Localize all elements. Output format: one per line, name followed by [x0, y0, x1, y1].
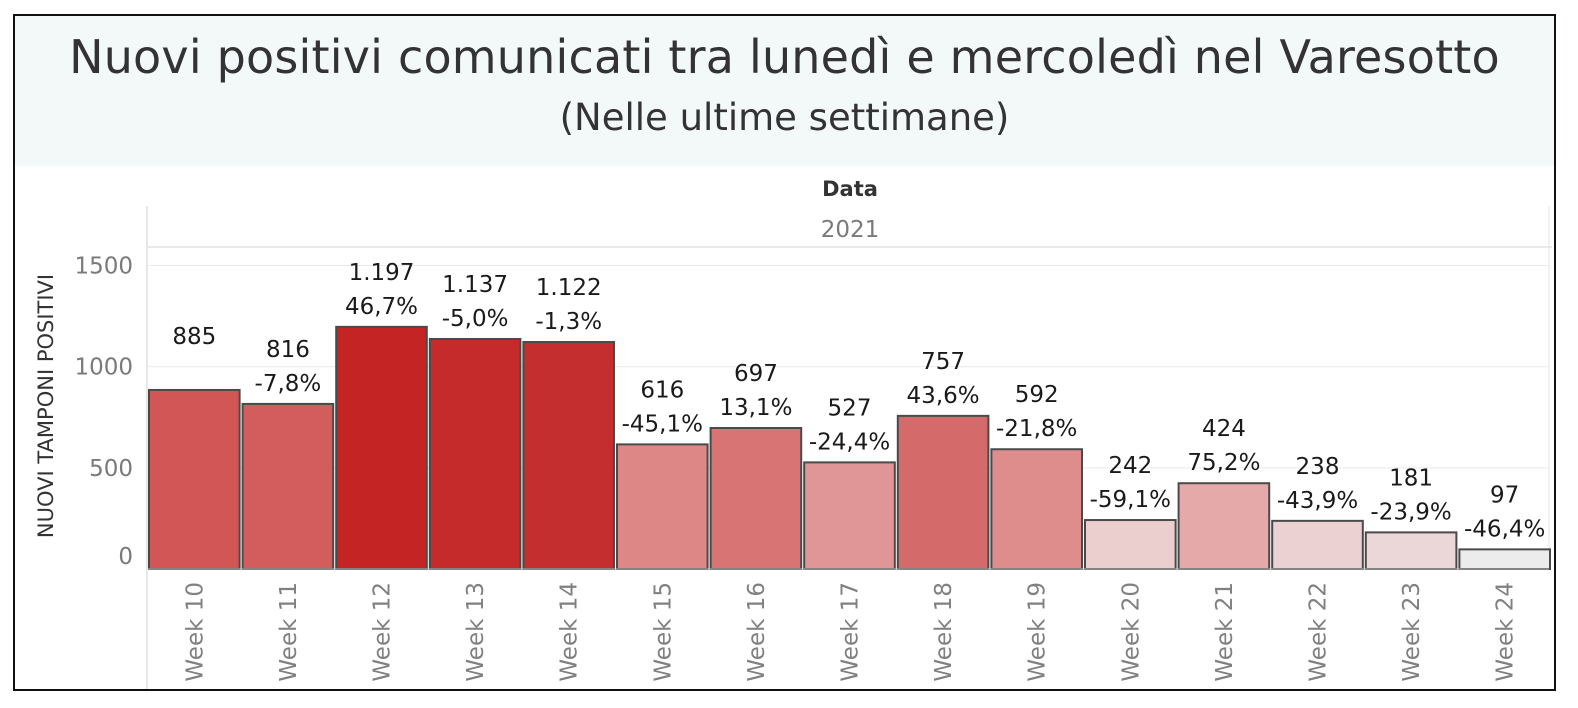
change-label: -46,4%	[1464, 516, 1545, 542]
chart-title: Nuovi positivi comunicati tra lunedì e m…	[69, 30, 1500, 84]
x-tick-label: Week 14	[557, 582, 583, 682]
x-tick-label: Week 20	[1118, 582, 1144, 682]
change-label: -45,1%	[622, 411, 703, 437]
bar	[803, 461, 896, 571]
bar	[428, 337, 522, 570]
change-label: 75,2%	[1187, 450, 1260, 476]
change-label: -21,8%	[996, 416, 1077, 442]
value-label: 697	[734, 361, 778, 387]
x-tick-label: Week 24	[1493, 582, 1519, 682]
chart-subtitle: (Nelle ultime settimane)	[559, 96, 1010, 139]
value-label: 885	[172, 324, 216, 350]
x-tick-label: Week 15	[650, 582, 676, 682]
value-label: 816	[266, 337, 310, 363]
bar	[1364, 531, 1458, 571]
value-label: 616	[640, 377, 684, 403]
value-label: 238	[1296, 454, 1340, 480]
column-header: Data	[822, 177, 878, 201]
value-label: 424	[1202, 416, 1246, 442]
x-tick-label: Week 18	[931, 582, 957, 682]
x-tick-label: Week 21	[1212, 582, 1238, 682]
bar	[335, 325, 428, 570]
bar	[1084, 519, 1177, 570]
change-label: -24,4%	[809, 429, 890, 455]
value-label: 1.197	[349, 260, 415, 286]
bar	[1271, 519, 1364, 570]
chart-frame: Nuovi positivi comunicati tra lunedì e m…	[13, 14, 1556, 691]
value-label: 1.137	[442, 272, 508, 298]
value-label: 757	[921, 349, 965, 375]
change-label: -43,9%	[1277, 488, 1358, 514]
bar	[148, 388, 241, 571]
x-tick-label: Week 10	[182, 582, 208, 682]
bar-chart: Data 2021 0 500 1000 1500 NUOVI TAMPONI POSITI…	[34, 177, 1552, 689]
x-tick-label: Week 11	[276, 582, 302, 682]
value-label: 181	[1389, 465, 1433, 491]
y-axis-title: NUOVI TAMPONI POSITIVI	[34, 274, 58, 538]
change-label: -5,0%	[442, 306, 509, 332]
x-tick-label: Week 17	[838, 582, 864, 682]
x-tick-label: Week 16	[744, 582, 770, 682]
year-label: 2021	[821, 217, 880, 243]
bar	[616, 443, 709, 571]
x-tick-label: Week 22	[1306, 582, 1332, 682]
y-tick-label: 1000	[74, 355, 133, 381]
change-label: 13,1%	[719, 395, 792, 421]
bar	[896, 414, 990, 570]
change-label: -1,3%	[535, 309, 602, 335]
bar	[709, 426, 803, 570]
x-tick-label: Week 13	[463, 582, 489, 682]
bar	[1458, 548, 1552, 570]
bar	[990, 448, 1084, 570]
y-tick-label: 500	[89, 456, 133, 482]
bar	[522, 341, 615, 571]
change-label: 43,6%	[907, 383, 980, 409]
title-band: Nuovi positivi comunicati tra lunedì e m…	[15, 16, 1554, 166]
value-label: 527	[828, 395, 872, 421]
change-label: -59,1%	[1090, 487, 1171, 513]
change-label: -7,8%	[255, 371, 322, 397]
y-tick-label: 0	[118, 544, 133, 570]
change-label: -23,9%	[1370, 499, 1451, 525]
change-label: 46,7%	[345, 294, 418, 320]
x-tick-label: Week 23	[1399, 582, 1425, 682]
x-tick-label: Week 12	[370, 582, 396, 682]
y-tick-label: 1500	[74, 254, 133, 280]
bar	[241, 402, 335, 570]
bar	[1177, 482, 1271, 570]
x-tick-label: Week 19	[1025, 582, 1051, 682]
value-label: 592	[1015, 382, 1059, 408]
value-label: 242	[1108, 453, 1152, 479]
value-label: 1.122	[536, 275, 602, 301]
value-label: 97	[1490, 482, 1519, 508]
